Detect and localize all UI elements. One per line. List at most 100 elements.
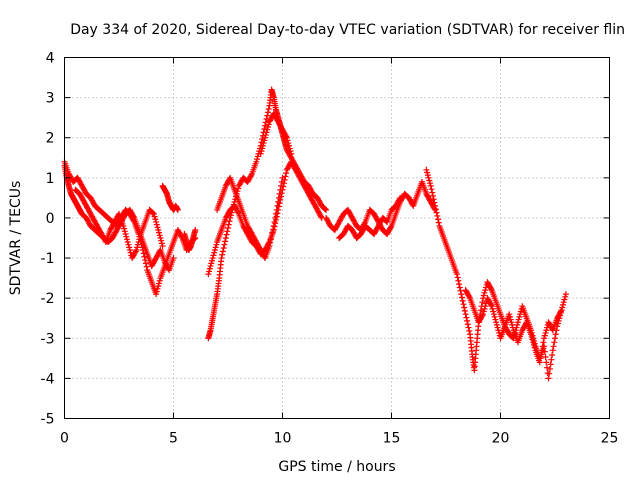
data-point xyxy=(462,311,469,318)
data-point xyxy=(132,248,139,255)
x-tick-label: 0 xyxy=(60,431,69,447)
data-point xyxy=(265,105,272,112)
data-point xyxy=(276,190,283,197)
data-point xyxy=(170,255,177,262)
data-point xyxy=(561,296,568,303)
data-point xyxy=(235,209,242,216)
data-point xyxy=(541,335,548,342)
data-point xyxy=(528,331,535,338)
data-point xyxy=(153,221,160,228)
data-point xyxy=(126,244,133,251)
data-point xyxy=(137,233,144,240)
data-point xyxy=(267,239,274,246)
data-point xyxy=(530,339,537,346)
data-point xyxy=(493,321,500,328)
data-point xyxy=(225,221,232,228)
data-point xyxy=(133,247,140,254)
data-point xyxy=(456,281,463,288)
data-point xyxy=(562,293,569,300)
data-point xyxy=(275,194,282,201)
data-point xyxy=(489,305,496,312)
data-point xyxy=(134,241,141,248)
data-point xyxy=(546,366,553,373)
data-point xyxy=(155,280,162,287)
data-point xyxy=(432,202,439,209)
data-point xyxy=(557,308,564,315)
data-point xyxy=(261,126,268,133)
data-point xyxy=(453,271,460,278)
data-point xyxy=(254,153,261,160)
data-point xyxy=(263,129,270,136)
data-point xyxy=(424,169,431,176)
data-point xyxy=(490,308,497,315)
data-point xyxy=(463,314,470,321)
data-point xyxy=(222,238,229,245)
data-point xyxy=(142,260,149,267)
data-point xyxy=(209,257,216,264)
data-point xyxy=(517,308,524,315)
data-point xyxy=(260,140,267,147)
x-tick-label: 5 xyxy=(169,431,178,447)
data-point xyxy=(153,288,160,295)
data-point xyxy=(559,304,566,311)
y-tick-label: -2 xyxy=(41,291,55,307)
data-point xyxy=(210,252,217,259)
data-point xyxy=(121,228,128,235)
data-point xyxy=(426,177,433,184)
data-point xyxy=(141,253,148,260)
data-point xyxy=(258,148,265,155)
data-point xyxy=(549,351,556,358)
data-point xyxy=(262,122,269,129)
data-point xyxy=(322,206,329,213)
data-point xyxy=(544,364,551,371)
series-track-m xyxy=(462,287,565,366)
data-point xyxy=(435,219,442,226)
data-point xyxy=(151,213,158,220)
data-point xyxy=(464,321,471,328)
data-point xyxy=(466,327,473,334)
data-point xyxy=(156,232,163,239)
data-point xyxy=(546,370,553,377)
data-point xyxy=(155,283,162,290)
data-point xyxy=(205,271,212,278)
data-point xyxy=(396,196,403,203)
data-point xyxy=(427,180,434,187)
data-point xyxy=(559,301,566,308)
data-point xyxy=(454,274,461,281)
series-track-l xyxy=(423,166,569,382)
y-tick-label: 3 xyxy=(46,91,55,107)
data-point xyxy=(283,133,290,140)
data-point xyxy=(433,209,440,216)
data-point xyxy=(514,319,521,326)
data-point xyxy=(150,210,157,217)
data-point xyxy=(323,206,330,213)
data-point xyxy=(278,182,285,189)
data-point xyxy=(136,236,143,243)
chart-title: Day 334 of 2020, Sidereal Day-to-day VTE… xyxy=(70,22,625,38)
data-point xyxy=(540,339,547,346)
series-track-j xyxy=(323,178,439,237)
data-point xyxy=(268,232,275,239)
data-point xyxy=(143,263,150,270)
data-point xyxy=(139,247,146,254)
data-point xyxy=(122,230,129,237)
data-point xyxy=(481,289,488,296)
data-point xyxy=(465,324,472,331)
data-point xyxy=(209,255,216,262)
data-point xyxy=(539,343,546,350)
data-point xyxy=(488,301,495,308)
data-point xyxy=(479,312,486,319)
series-track-k xyxy=(336,194,404,241)
data-point xyxy=(220,245,227,252)
data-point xyxy=(429,189,436,196)
data-point xyxy=(490,311,497,318)
data-point xyxy=(427,182,434,189)
data-point xyxy=(159,243,166,250)
data-point xyxy=(458,294,465,301)
data-point xyxy=(560,299,567,306)
data-point xyxy=(130,217,137,224)
data-point xyxy=(150,210,157,217)
data-point xyxy=(509,324,516,331)
